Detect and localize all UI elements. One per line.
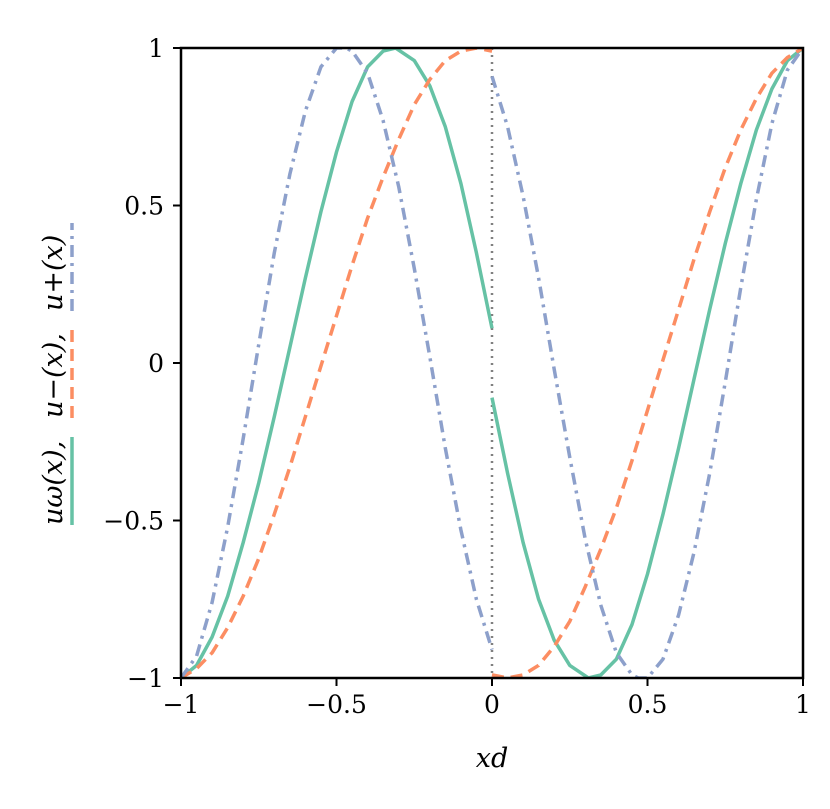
y-tick-label: −0.5 bbox=[103, 507, 164, 536]
x-tick-label: −0.5 bbox=[306, 690, 367, 719]
x-axis-label: xd bbox=[476, 743, 509, 774]
x-tick-label: 0.5 bbox=[628, 690, 668, 719]
series-line-0 bbox=[181, 48, 803, 678]
y-axis: −1 −0.5 0 0.5 1 bbox=[103, 34, 181, 693]
series-line-1 bbox=[181, 48, 803, 678]
y-tick-label: 0 bbox=[148, 349, 164, 378]
x-tick-label: 0 bbox=[484, 690, 500, 719]
y-axis-label-part-1: u−(x), bbox=[38, 333, 69, 418]
x-tick-label: 1 bbox=[795, 690, 811, 719]
series-line-2 bbox=[181, 48, 803, 678]
x-tick-label: −1 bbox=[163, 690, 200, 719]
y-axis-label-part-2: u+(x) bbox=[38, 235, 69, 311]
y-axis-label: uω(x), u−(x), u+(x) bbox=[38, 223, 74, 525]
y-tick-label: 1 bbox=[148, 34, 164, 63]
y-tick-label: −1 bbox=[127, 664, 164, 693]
x-axis: −1 −0.5 0 0.5 1 bbox=[163, 678, 811, 719]
y-tick-label: 0.5 bbox=[124, 192, 164, 221]
series-layer bbox=[181, 48, 803, 678]
y-axis-label-part-0: uω(x), bbox=[38, 441, 69, 525]
